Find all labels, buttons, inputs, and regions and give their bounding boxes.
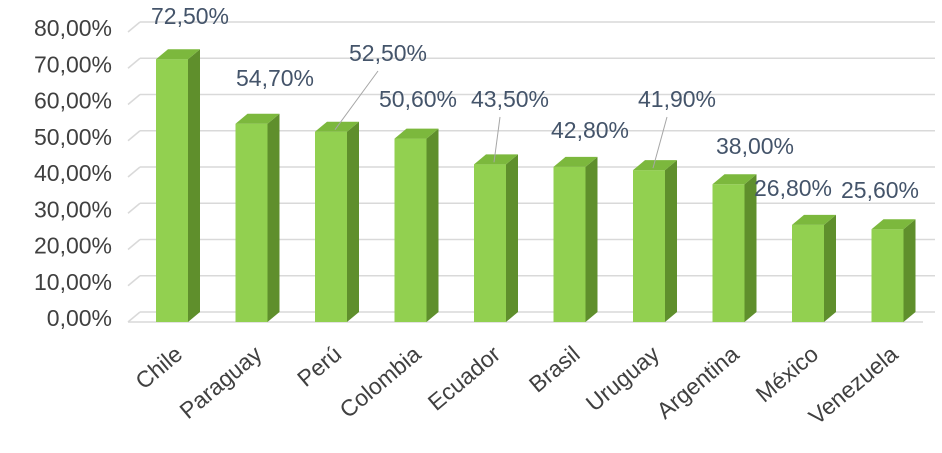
- bar: [156, 59, 188, 322]
- value-label: 38,00%: [716, 133, 794, 159]
- y-tick-label: 30,00%: [34, 196, 112, 222]
- bar: [394, 138, 427, 322]
- grid-depth: [127, 311, 141, 323]
- y-tick-label: 40,00%: [34, 160, 112, 186]
- grid-depth: [127, 275, 141, 287]
- grid-depth: [127, 93, 141, 106]
- grid-depth: [127, 202, 141, 214]
- bar-top: [871, 219, 916, 230]
- leader-line: [493, 116, 501, 163]
- y-tick-label: 80,00%: [34, 15, 112, 41]
- bar-side: [665, 160, 677, 322]
- bar: [315, 131, 347, 322]
- bar-side: [426, 128, 439, 322]
- bar-top: [474, 154, 518, 165]
- bar: [553, 166, 586, 322]
- bar: [235, 123, 268, 323]
- value-label: 25,60%: [841, 177, 919, 203]
- bar-top: [712, 174, 757, 185]
- value-label: 41,90%: [638, 86, 716, 112]
- x-tick-label: Paraguay: [174, 340, 267, 424]
- x-tick-label: México: [751, 341, 824, 408]
- x-tick-label: Perú: [292, 341, 346, 392]
- y-tick-label: 60,00%: [34, 88, 112, 114]
- bar-top: [792, 214, 836, 225]
- value-label: 42,80%: [551, 117, 629, 143]
- bar-side: [585, 156, 598, 322]
- grid-depth: [127, 238, 141, 251]
- bar-side: [744, 174, 757, 322]
- value-label: 43,50%: [471, 86, 549, 112]
- y-tick-label: 70,00%: [34, 51, 112, 77]
- bar-top: [633, 160, 677, 171]
- grid-depth: [127, 130, 141, 142]
- x-tick-label: Venezuela: [804, 340, 903, 429]
- y-tick-label: 10,00%: [34, 269, 112, 295]
- bar: [792, 224, 824, 322]
- leader-line: [334, 70, 379, 130]
- bar: [474, 164, 506, 322]
- y-tick-label: 50,00%: [34, 124, 112, 150]
- bar-top: [553, 156, 598, 167]
- bar-side: [824, 214, 836, 322]
- value-label: 54,70%: [236, 65, 314, 91]
- bar-side: [903, 219, 916, 322]
- bar-top: [235, 113, 280, 124]
- bar: [712, 184, 745, 322]
- bar: [871, 229, 904, 322]
- bar-side: [188, 49, 200, 322]
- value-label: 50,60%: [379, 86, 457, 112]
- grid-depth: [127, 21, 141, 33]
- bar: [633, 170, 665, 322]
- grid-depth: [127, 166, 141, 178]
- x-tick-label: Argentina: [651, 340, 743, 423]
- leader-line: [652, 116, 668, 169]
- bar-top: [394, 128, 439, 139]
- y-tick-label: 0,00%: [47, 305, 112, 331]
- y-tick-label: 20,00%: [34, 233, 112, 259]
- value-label: 26,80%: [754, 175, 832, 201]
- grid-depth: [127, 57, 141, 69]
- bar-side: [506, 154, 518, 322]
- x-tick-label: Chile: [130, 341, 187, 395]
- bar-side: [347, 121, 359, 322]
- bar-side: [267, 113, 280, 323]
- x-tick-label: Colombia: [334, 340, 425, 423]
- bar-top: [156, 49, 200, 60]
- value-label: 52,50%: [349, 40, 427, 66]
- x-tick-label: Brasil: [524, 341, 585, 398]
- value-label: 72,50%: [151, 3, 229, 29]
- x-tick-label: Ecuador: [423, 340, 506, 415]
